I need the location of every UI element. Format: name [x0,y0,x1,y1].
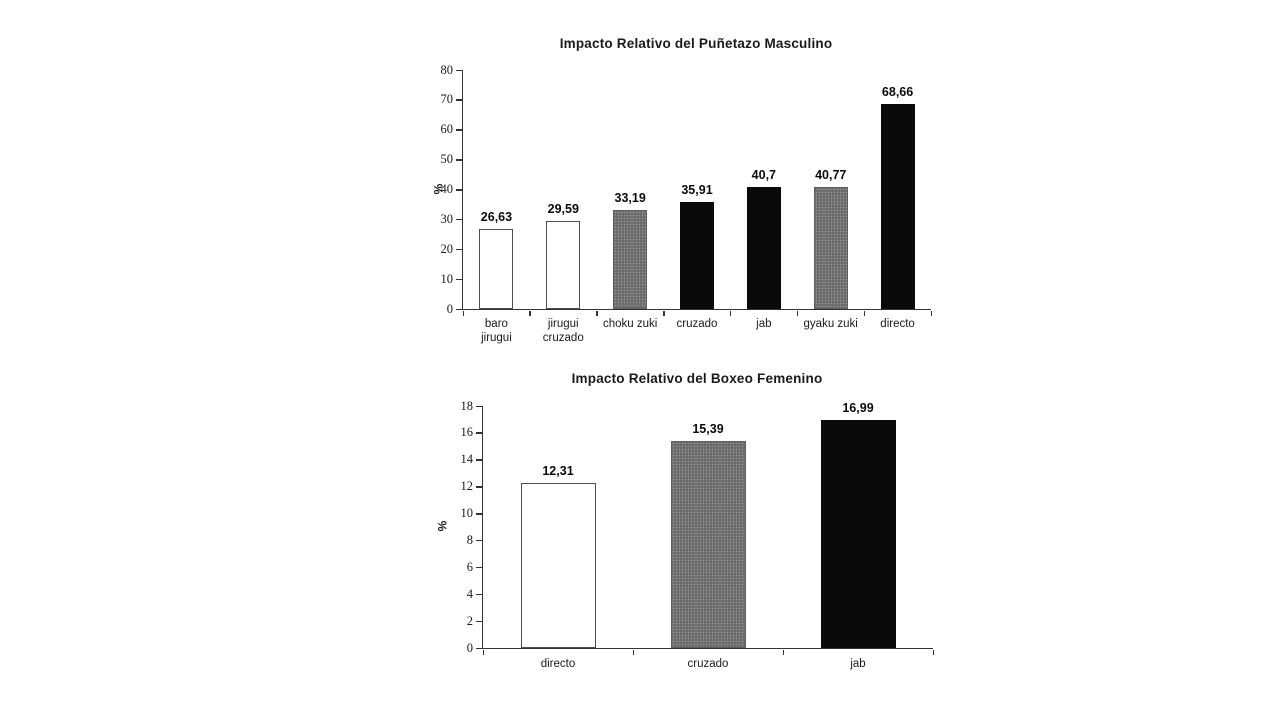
plot-area-femenino: 0 2 4 6 8 10 12 14 16 18 12,31 directo 15,39 cruzado 1… [461,399,934,670]
x-tick-mark [796,310,799,316]
y-tick-mark [456,129,462,131]
bar-value-label: 26,63 [480,210,513,225]
x-category-label: directo [540,658,576,670]
bar-value-label: 68,66 [881,84,914,99]
y-tick-label: 60 [440,122,454,137]
y-tick-mark [476,593,482,596]
y-tick-label: 0 [446,301,453,316]
x-category-label: directo [880,318,915,330]
bar-value-label: 40,7 [751,168,777,183]
y-tick-label: 14 [460,452,474,467]
y-tick-label: 18 [460,398,474,413]
y-tick-mark [456,308,462,310]
x-tick-mark [632,649,634,655]
y-tick-mark [476,459,482,461]
x-category-label: jab [850,658,866,670]
bar-value-label: 12,31 [542,463,574,478]
bar-baro-jirugui [479,229,514,309]
bar-value-label: 15,39 [692,422,724,437]
chart-title-femenino: Impacto Relativo del Boxeo Femenino [571,371,823,386]
x-tick-mark [482,649,484,655]
y-tick-label: 70 [440,92,454,107]
y-tick-label: 20 [440,241,454,256]
y-tick-label: 8 [466,532,473,547]
bar-value-label: 35,91 [681,182,713,197]
y-tick-label: 4 [466,586,473,601]
bar-choku-zuki [613,209,648,309]
y-tick-mark [476,620,482,623]
x-category-label: cruzado [687,658,729,670]
bar-cruzado [680,201,714,309]
y-tick-label: 6 [466,559,473,574]
bar-jab [746,187,781,309]
x-category-label: baro jirugui [481,318,512,345]
y-tick-mark [476,405,482,407]
y-tick-label: 2 [466,613,473,628]
y-tick-mark [456,99,462,101]
y-tick-label: 12 [460,479,474,494]
plot-area-masculino: 0 10 20 30 40 50 60 70 80 26,63 baro jirugui 29,59 j… [441,63,932,344]
y-tick-label: 30 [440,211,454,226]
y-tick-label: 80 [440,62,454,77]
bar-value-label: 16,99 [842,400,874,415]
chart-title-masculino: Impacto Relativo del Puñetazo Masculino [559,36,833,51]
x-category-label: gyaku zuki [803,318,858,330]
y-tick-label: 16 [460,425,474,440]
bar-jab [820,419,896,648]
x-category-label: choku zuki [602,318,658,330]
y-tick-mark [476,539,482,542]
y-tick-mark [476,647,482,649]
y-tick-label: 10 [460,506,474,521]
bar-value-label: 29,59 [547,201,579,216]
x-tick-mark [462,310,464,316]
x-tick-mark [930,310,932,316]
y-tick-label: 50 [440,152,454,167]
x-tick-mark [529,310,531,316]
x-category-label: jirugui cruzado [542,318,584,345]
y-tick-mark [456,69,462,71]
y-tick-mark [456,189,462,191]
y-tick-mark [476,486,482,488]
y-tick-mark [456,278,462,281]
bar-directo [880,103,915,309]
x-tick-mark [596,310,598,316]
x-tick-mark [782,649,784,655]
x-tick-mark [932,649,934,655]
y-tick-mark [456,159,462,161]
bar-directo [520,482,596,648]
y-tick-label: 10 [440,271,454,286]
x-category-label: cruzado [676,318,718,330]
bar-value-label: 33,19 [614,190,646,205]
bar-jirugui-cruzado [546,220,581,309]
bar-value-label: 40,77 [815,168,847,183]
y-tick-label: 40 [440,182,454,196]
y-tick-label: 0 [466,640,473,655]
y-tick-mark [476,432,482,434]
y-tick-mark [476,513,482,515]
x-tick-mark [863,310,866,316]
x-category-label: jab [756,318,772,330]
x-tick-mark [729,310,732,316]
y-tick-mark [456,218,462,221]
bar-gyaku-zuki [813,187,848,309]
x-tick-mark [663,310,665,316]
y-axis-label-femenino: % [435,520,450,532]
bar-cruzado [670,441,746,648]
y-tick-mark [456,248,462,251]
y-tick-mark [476,566,482,569]
